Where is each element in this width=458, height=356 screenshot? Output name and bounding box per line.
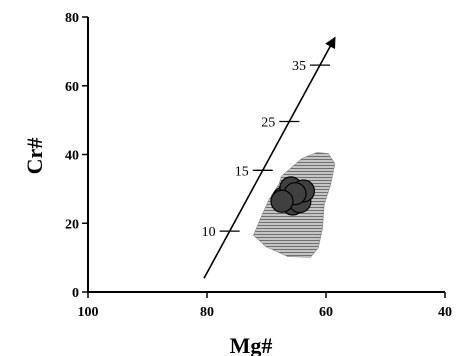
y-tick-label: 0	[72, 286, 79, 301]
y-tick-label: 80	[65, 11, 79, 26]
x-axis-title: Mg#	[230, 333, 273, 356]
x-tick-label: 80	[200, 305, 214, 320]
arrow-label-0: 10	[202, 225, 216, 240]
y-tick-label: 40	[65, 149, 79, 164]
data-point	[270, 189, 294, 213]
arrow-label-3: 35	[292, 59, 306, 74]
y-tick-label: 60	[65, 80, 79, 95]
x-tick-label: 100	[78, 305, 99, 320]
y-ticks-layer: 0 20 40 60 80	[65, 11, 88, 301]
y-tick-label: 20	[65, 217, 79, 232]
trend-arrow	[203, 36, 336, 279]
trend-arrow-layer: 10 15 25 35	[202, 36, 336, 279]
data-points-layer	[270, 176, 315, 216]
x-tick-label: 60	[319, 305, 333, 320]
arrow-label-1: 15	[235, 164, 249, 179]
arrow-label-2: 25	[261, 116, 275, 131]
y-axis-title: Cr#	[22, 138, 47, 175]
x-tick-label: 40	[438, 305, 452, 320]
axes-layer	[87, 17, 445, 293]
x-ticks-layer: 100 80 60 40	[78, 292, 452, 320]
